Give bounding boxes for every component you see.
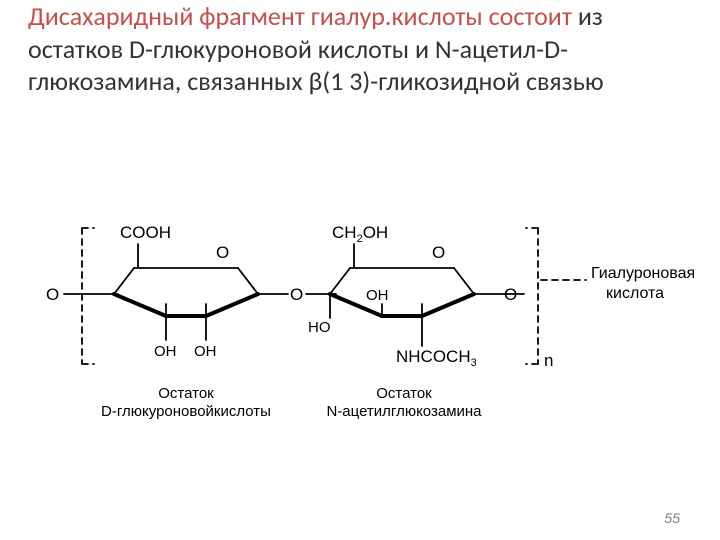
- structure-svg: COOH O OH OH O O CH2OH O OH HO NHCOCH3 O…: [26, 198, 694, 438]
- ch-part: CH: [332, 223, 357, 242]
- left-caption-l1: Остаток: [158, 385, 214, 402]
- title-lead-fragment: Дисахаридный фрагмент гиалур.кислоты сос…: [28, 0, 572, 32]
- nhco-sub: 3: [471, 357, 477, 369]
- bridge-o-mid: O: [290, 285, 303, 304]
- repeat-n: n: [544, 351, 553, 370]
- left-top-group-label: COOH: [120, 223, 171, 242]
- right-oh-label: OH: [366, 287, 389, 304]
- left-oh-2: OH: [194, 343, 217, 360]
- right-ho-label: HO: [308, 319, 331, 336]
- right-caption-l2: N-ацетилглюкозамина: [326, 403, 482, 420]
- structure-diagram: COOH O OH OH O O CH2OH O OH HO NHCOCH3 O…: [26, 198, 694, 438]
- oh-part: OH: [363, 223, 389, 242]
- left-ring-o-label: O: [216, 243, 229, 262]
- right-caption-l1: Остаток: [376, 385, 432, 402]
- compound-name-line2: кислота: [606, 285, 664, 302]
- slide-title-paragraph: Дисахаридный фрагмент гиалур.кислоты сос…: [28, 0, 692, 98]
- left-caption-l2: D-глюкуроновойкислоты: [101, 403, 271, 420]
- bridge-o-left: O: [46, 285, 59, 304]
- compound-name-line1: Гиалуроновая: [591, 265, 694, 282]
- page-number: 55: [664, 510, 680, 526]
- bridge-o-right: O: [504, 285, 517, 304]
- slide: Дисахаридный фрагмент гиалур.кислоты сос…: [0, 0, 720, 540]
- right-nh-group: NHCOCH3: [396, 347, 477, 369]
- nhco-part: NHCOCH: [396, 347, 471, 366]
- right-ring-o-label: O: [432, 243, 445, 262]
- right-top-group-label: CH2OH: [332, 223, 388, 245]
- left-oh-1: OH: [154, 343, 177, 360]
